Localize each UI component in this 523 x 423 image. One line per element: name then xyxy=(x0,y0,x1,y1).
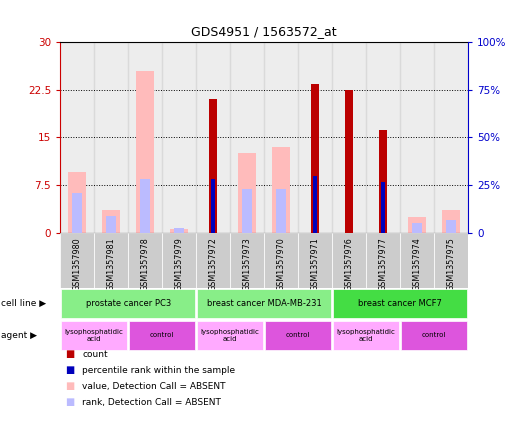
Bar xyxy=(242,189,252,233)
Bar xyxy=(128,42,162,233)
Bar xyxy=(102,211,120,233)
Bar xyxy=(408,217,426,233)
Text: count: count xyxy=(82,350,108,359)
Bar xyxy=(94,42,128,233)
Text: breast cancer MCF7: breast cancer MCF7 xyxy=(358,299,442,308)
Bar xyxy=(60,233,94,288)
Text: lysophosphatidic
acid: lysophosphatidic acid xyxy=(65,329,123,342)
Bar xyxy=(238,154,256,233)
Text: GSM1357981: GSM1357981 xyxy=(107,237,116,291)
Text: GSM1357971: GSM1357971 xyxy=(311,237,320,291)
Text: GSM1357974: GSM1357974 xyxy=(413,237,422,291)
Text: ■: ■ xyxy=(65,365,75,376)
Bar xyxy=(211,179,215,233)
Bar xyxy=(332,42,366,233)
Bar xyxy=(61,289,196,318)
Text: GSM1357977: GSM1357977 xyxy=(379,237,388,291)
Bar xyxy=(434,42,468,233)
Text: GSM1357979: GSM1357979 xyxy=(175,237,184,291)
Bar xyxy=(265,321,332,350)
Text: lysophosphatidic
acid: lysophosphatidic acid xyxy=(201,329,259,342)
Text: control: control xyxy=(422,332,446,338)
Bar xyxy=(196,233,230,288)
Bar xyxy=(366,42,400,233)
Text: cell line ▶: cell line ▶ xyxy=(1,299,46,308)
Bar xyxy=(129,321,196,350)
Bar xyxy=(298,42,332,233)
Bar xyxy=(313,176,317,233)
Text: GSM1357972: GSM1357972 xyxy=(209,237,218,291)
Bar xyxy=(311,83,319,233)
Bar xyxy=(434,233,468,288)
Bar xyxy=(276,189,286,233)
Bar xyxy=(333,289,468,318)
Bar xyxy=(379,130,387,233)
Text: ■: ■ xyxy=(65,349,75,360)
Bar xyxy=(61,321,128,350)
Bar xyxy=(230,233,264,288)
Bar xyxy=(412,223,422,233)
Bar xyxy=(174,228,184,233)
Bar xyxy=(264,233,298,288)
Text: ■: ■ xyxy=(65,398,75,407)
Bar xyxy=(136,71,154,233)
Text: agent ▶: agent ▶ xyxy=(1,331,37,340)
Bar xyxy=(196,42,230,233)
Text: value, Detection Call = ABSENT: value, Detection Call = ABSENT xyxy=(82,382,225,391)
Bar xyxy=(162,233,196,288)
Bar xyxy=(333,321,400,350)
Bar xyxy=(197,321,264,350)
Text: ■: ■ xyxy=(65,382,75,391)
Bar xyxy=(264,42,298,233)
Bar xyxy=(298,233,332,288)
Text: rank, Detection Call = ABSENT: rank, Detection Call = ABSENT xyxy=(82,398,221,407)
Text: breast cancer MDA-MB-231: breast cancer MDA-MB-231 xyxy=(207,299,322,308)
Text: GSM1357976: GSM1357976 xyxy=(345,237,354,291)
Bar xyxy=(170,230,188,233)
Bar xyxy=(366,233,400,288)
Text: GSM1357978: GSM1357978 xyxy=(141,237,150,291)
Bar xyxy=(345,90,353,233)
Text: percentile rank within the sample: percentile rank within the sample xyxy=(82,366,235,375)
Text: control: control xyxy=(286,332,310,338)
Bar xyxy=(128,233,162,288)
Bar xyxy=(442,211,460,233)
Bar xyxy=(401,321,468,350)
Bar xyxy=(381,182,385,233)
Text: GSM1357973: GSM1357973 xyxy=(243,237,252,291)
Bar xyxy=(400,233,434,288)
Bar xyxy=(72,193,82,233)
Bar xyxy=(60,42,94,233)
Bar xyxy=(272,147,290,233)
Bar xyxy=(68,173,86,233)
Bar xyxy=(162,42,196,233)
Bar xyxy=(400,42,434,233)
Text: GSM1357970: GSM1357970 xyxy=(277,237,286,291)
Bar xyxy=(94,233,128,288)
Text: prostate cancer PC3: prostate cancer PC3 xyxy=(85,299,171,308)
Bar xyxy=(209,99,217,233)
Bar xyxy=(332,233,366,288)
Bar xyxy=(446,220,456,233)
Text: lysophosphatidic
acid: lysophosphatidic acid xyxy=(337,329,395,342)
Bar xyxy=(230,42,264,233)
Text: GSM1357980: GSM1357980 xyxy=(73,237,82,291)
Bar xyxy=(140,179,150,233)
Bar xyxy=(197,289,332,318)
Text: GSM1357975: GSM1357975 xyxy=(447,237,456,291)
Text: GDS4951 / 1563572_at: GDS4951 / 1563572_at xyxy=(191,25,337,38)
Text: control: control xyxy=(150,332,174,338)
Bar xyxy=(106,217,116,233)
